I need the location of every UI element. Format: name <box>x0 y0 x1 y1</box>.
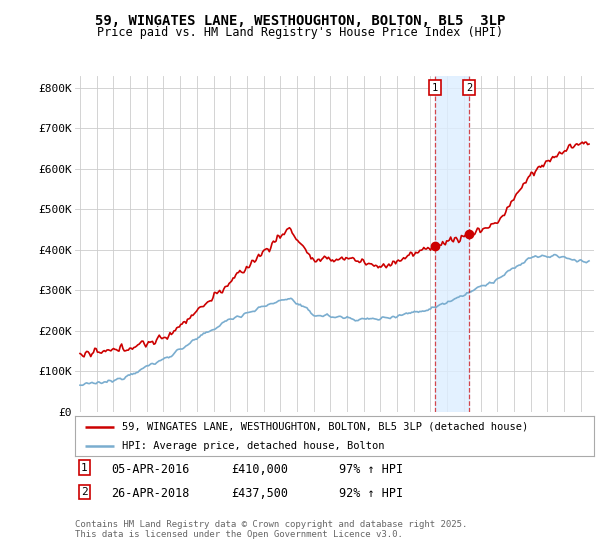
Text: 1: 1 <box>81 463 88 473</box>
Text: 2: 2 <box>466 83 472 93</box>
Text: 92% ↑ HPI: 92% ↑ HPI <box>339 487 403 500</box>
Text: Price paid vs. HM Land Registry's House Price Index (HPI): Price paid vs. HM Land Registry's House … <box>97 26 503 39</box>
Text: Contains HM Land Registry data © Crown copyright and database right 2025.
This d: Contains HM Land Registry data © Crown c… <box>75 520 467 539</box>
Text: £437,500: £437,500 <box>231 487 288 500</box>
Text: 97% ↑ HPI: 97% ↑ HPI <box>339 463 403 475</box>
Text: 59, WINGATES LANE, WESTHOUGHTON, BOLTON, BL5 3LP (detached house): 59, WINGATES LANE, WESTHOUGHTON, BOLTON,… <box>122 422 528 432</box>
Text: 05-APR-2016: 05-APR-2016 <box>111 463 190 475</box>
Text: 1: 1 <box>432 83 438 93</box>
Bar <box>435 76 469 412</box>
Text: 59, WINGATES LANE, WESTHOUGHTON, BOLTON, BL5  3LP: 59, WINGATES LANE, WESTHOUGHTON, BOLTON,… <box>95 14 505 28</box>
Text: HPI: Average price, detached house, Bolton: HPI: Average price, detached house, Bolt… <box>122 441 384 450</box>
Text: 2: 2 <box>81 487 88 497</box>
Text: £410,000: £410,000 <box>231 463 288 475</box>
Text: 26-APR-2018: 26-APR-2018 <box>111 487 190 500</box>
